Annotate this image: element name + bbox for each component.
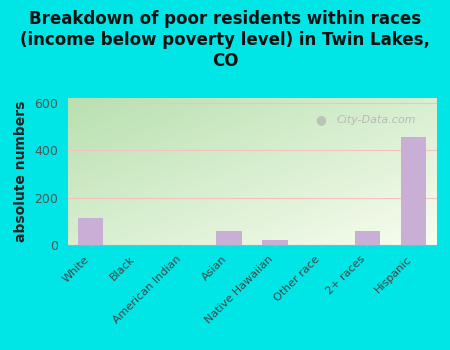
Y-axis label: absolute numbers: absolute numbers bbox=[14, 101, 28, 242]
Bar bbox=[78, 218, 103, 245]
Bar bbox=[216, 231, 242, 245]
Text: Breakdown of poor residents within races
(income below poverty level) in Twin La: Breakdown of poor residents within races… bbox=[20, 10, 430, 70]
Bar bbox=[262, 240, 288, 245]
Bar bbox=[401, 137, 426, 245]
Bar bbox=[355, 231, 380, 245]
Text: ●: ● bbox=[315, 113, 326, 127]
Text: City-Data.com: City-Data.com bbox=[337, 115, 416, 125]
